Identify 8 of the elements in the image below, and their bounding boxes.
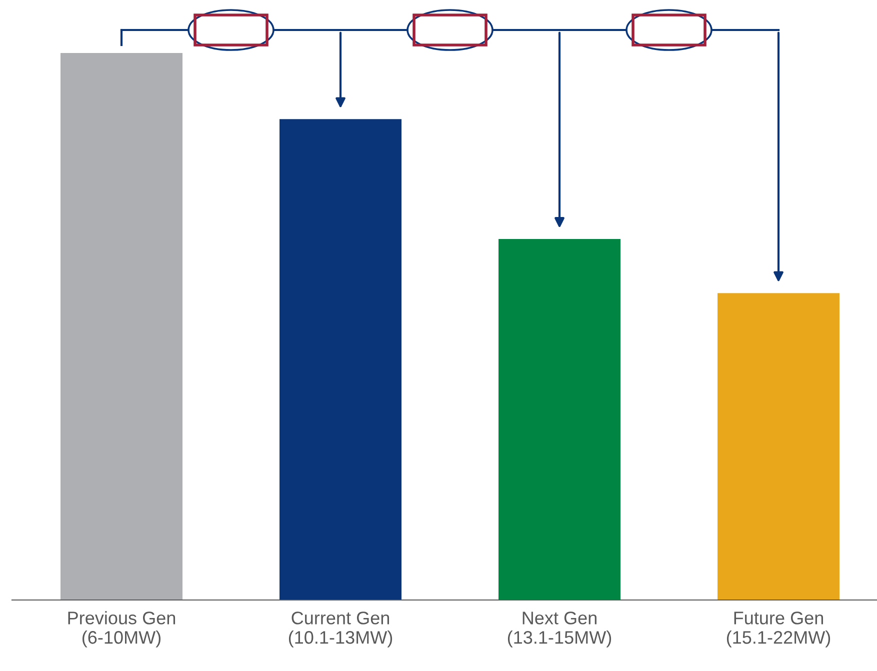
bar: [280, 119, 402, 600]
x-tick-label: Future Gen (15.1-22MW): [726, 612, 830, 648]
x-tick-label: Next Gen (13.1-15MW): [508, 612, 612, 648]
x-tick-label: Previous Gen (6-10MW): [68, 611, 176, 648]
bar: [718, 293, 840, 600]
bar: [498, 238, 620, 600]
x-tick-label: Current Gen (10.1-13MW): [288, 612, 392, 648]
bar: [60, 53, 182, 600]
